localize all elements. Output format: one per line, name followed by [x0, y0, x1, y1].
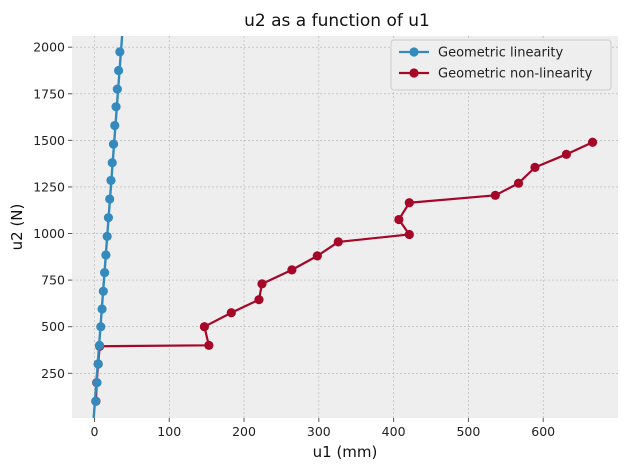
- data-point: [404, 229, 414, 240]
- data-point: [110, 120, 120, 131]
- y-axis-label: u2 (N): [8, 204, 26, 251]
- y-tick-label: 1250: [33, 179, 65, 194]
- data-point: [91, 396, 101, 406]
- x-tick-label: 0: [90, 424, 98, 439]
- y-tick-label: 750: [41, 273, 65, 288]
- data-point: [561, 149, 571, 159]
- legend-label: Geometric non-linearity: [438, 67, 593, 82]
- y-axis: 250 500 750 1000 1250 1500 1750 2000: [33, 40, 72, 381]
- data-point: [111, 102, 121, 112]
- y-tick-label: 500: [41, 319, 65, 334]
- data-point: [257, 279, 267, 289]
- data-point: [404, 198, 414, 208]
- data-point: [101, 250, 111, 260]
- data-point: [513, 178, 524, 188]
- plot-area: [72, 36, 618, 418]
- series-layer: [91, 35, 598, 419]
- data-point: [199, 322, 209, 332]
- data-point: [112, 84, 122, 94]
- data-point: [226, 308, 236, 318]
- data-point: [394, 214, 404, 225]
- x-axis: 0 100 200 300 400 500 600: [90, 418, 555, 439]
- series-line: [92, 35, 124, 419]
- x-tick-label: 200: [232, 424, 256, 439]
- data-point: [93, 359, 103, 369]
- data-point: [92, 377, 102, 388]
- y-tick-label: 2000: [33, 40, 65, 55]
- data-point: [100, 268, 110, 278]
- x-tick-label: 400: [382, 424, 406, 439]
- legend-item: Geometric linearity: [399, 46, 564, 61]
- data-point: [102, 231, 112, 241]
- data-point: [254, 295, 264, 305]
- data-point: [113, 65, 124, 76]
- data-point: [287, 265, 297, 275]
- data-point: [108, 139, 119, 149]
- x-tick-label: 300: [307, 424, 331, 439]
- data-point: [106, 175, 116, 186]
- legend-swatch-marker: [409, 47, 419, 57]
- y-tick-label: 1750: [33, 86, 65, 101]
- legend-box: [390, 39, 612, 91]
- data-point: [107, 158, 117, 168]
- data-point: [96, 322, 106, 332]
- data-point: [587, 137, 598, 147]
- data-point: [333, 237, 343, 247]
- data-point: [115, 47, 125, 57]
- series-1: [91, 35, 125, 419]
- data-point: [94, 340, 105, 350]
- y-tick-label: 1000: [33, 226, 65, 241]
- legend-label: Geometric linearity: [438, 46, 564, 61]
- legend-swatch-marker: [409, 68, 419, 78]
- data-point: [97, 304, 107, 314]
- x-tick-label: 600: [531, 424, 555, 439]
- legend: Geometric linearity Geometric non-lineari…: [390, 39, 612, 91]
- y-tick-label: 250: [41, 366, 65, 381]
- data-point: [530, 162, 540, 172]
- x-tick-label: 500: [456, 424, 480, 439]
- data-point: [490, 190, 500, 200]
- data-point: [98, 286, 108, 296]
- x-axis-label: u1 (mm): [313, 443, 378, 461]
- data-point: [103, 213, 114, 223]
- chart-title: u2 as a function of u1: [244, 11, 430, 31]
- data-point: [312, 251, 322, 261]
- y-tick-label: 1500: [33, 133, 65, 148]
- legend-item: Geometric non-linearity: [399, 67, 593, 82]
- x-tick-label: 100: [157, 424, 181, 439]
- data-point: [204, 340, 214, 350]
- grid: [72, 36, 618, 418]
- data-point: [105, 194, 115, 204]
